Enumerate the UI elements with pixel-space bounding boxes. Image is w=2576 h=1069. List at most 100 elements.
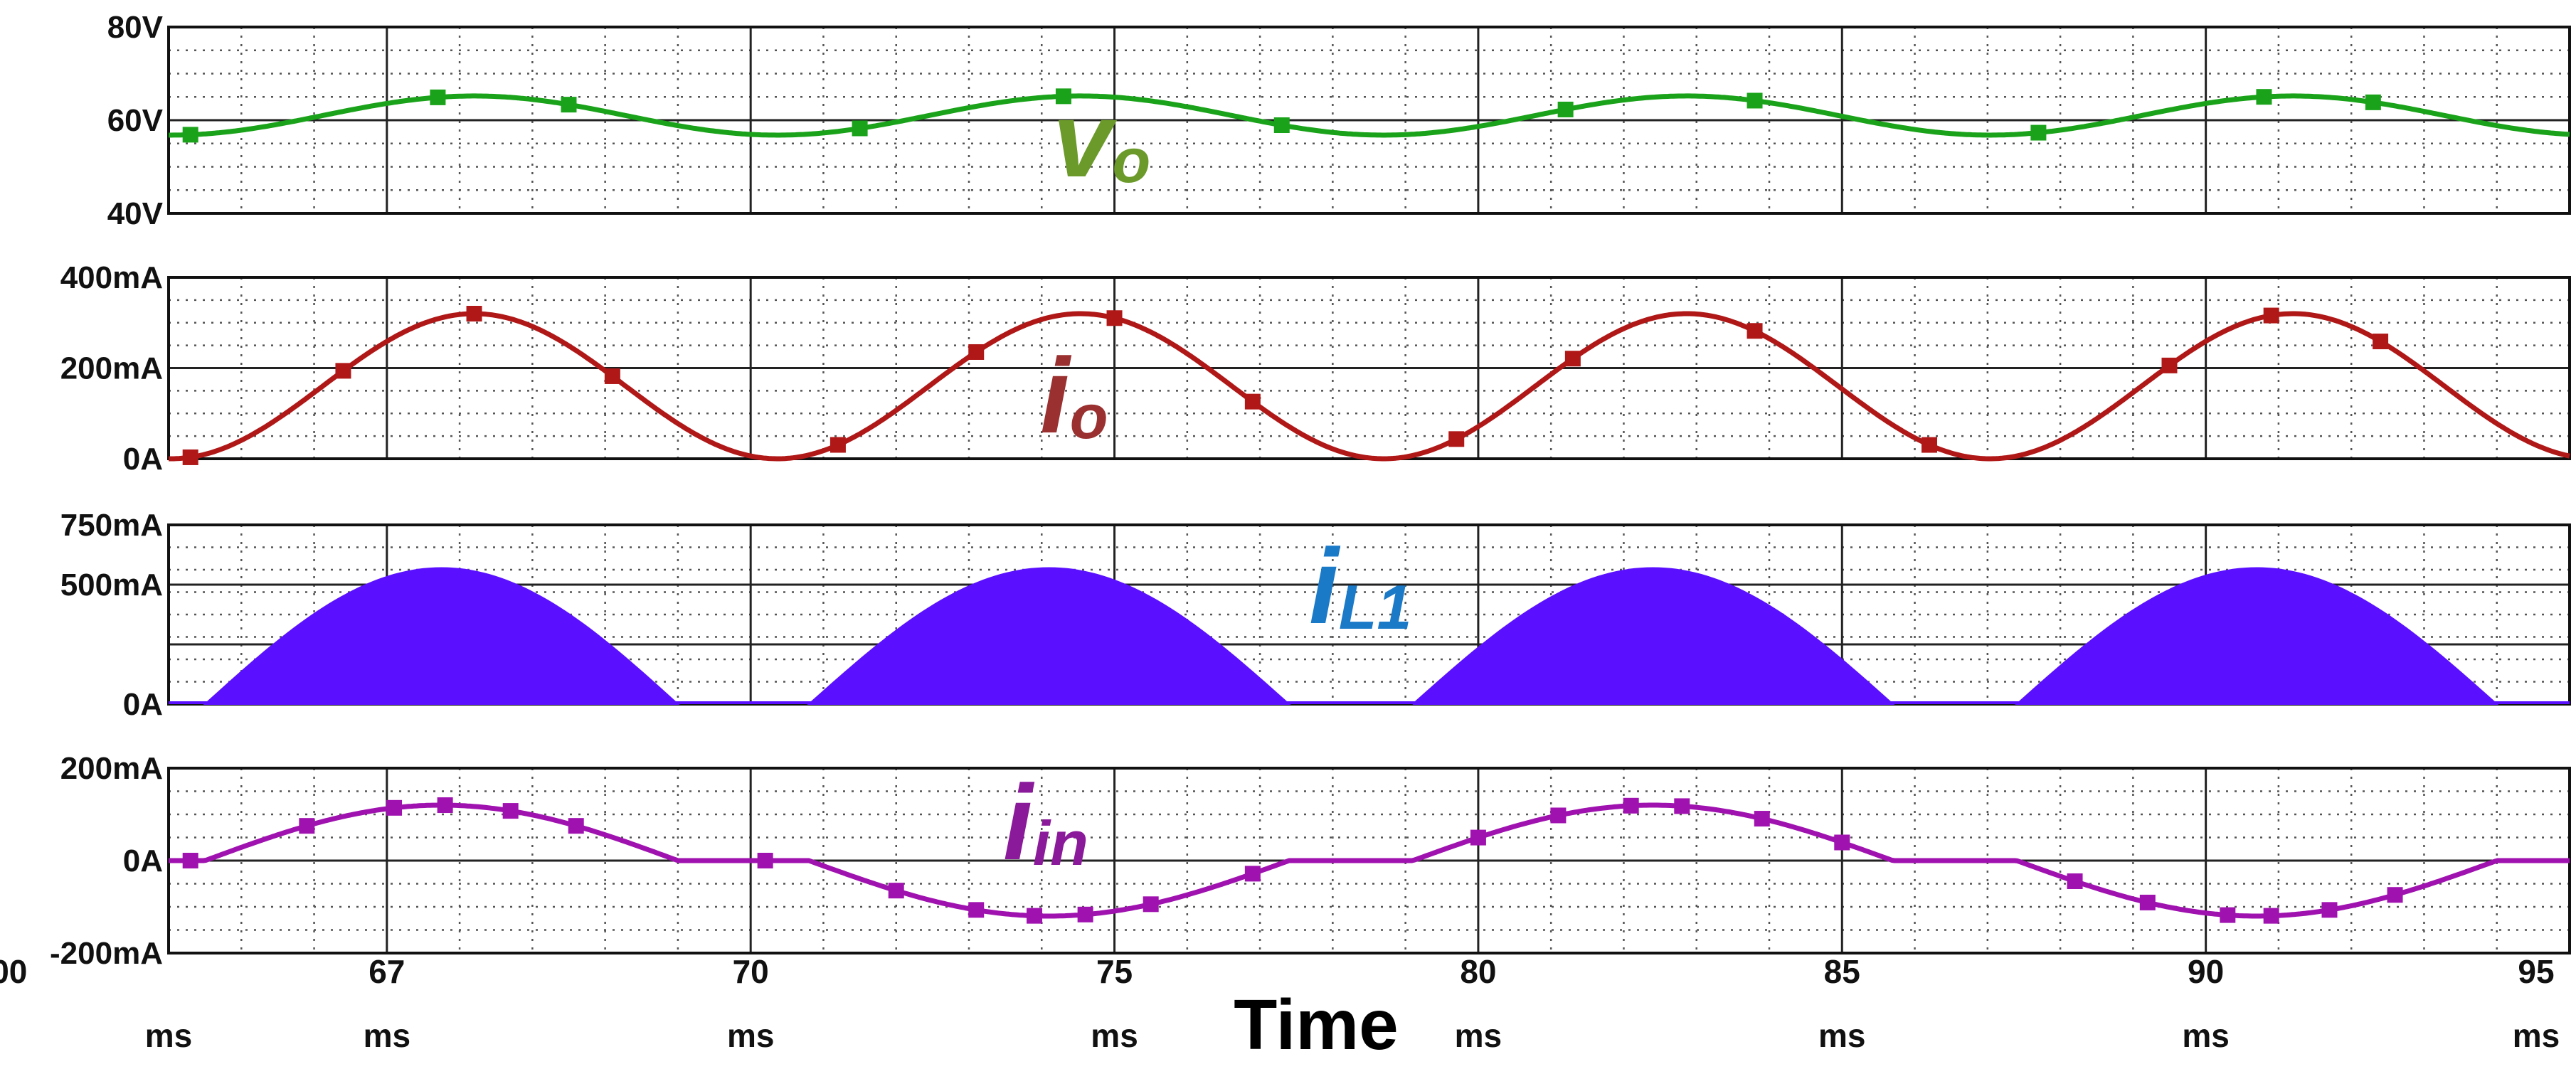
data-point	[1106, 310, 1123, 326]
data-point	[2067, 873, 2083, 889]
series-markers	[182, 797, 2403, 924]
x-unit-95: ms	[2182, 1017, 2229, 1054]
x-tick-85: 85	[1824, 953, 1860, 990]
envelope-pulse-3	[1412, 567, 1895, 705]
y-tick-label: 0A	[123, 844, 163, 878]
minor-grid	[169, 27, 2570, 213]
y-tick-label: 200mA	[60, 351, 163, 386]
data-point	[1470, 829, 1486, 846]
x-unit-85: ms	[1455, 1017, 1502, 1054]
data-point	[2263, 908, 2279, 924]
x-unit-80: ms	[1091, 1017, 1138, 1054]
signal-label-main: i	[1040, 336, 1072, 455]
x-unit-67: ms	[145, 1017, 192, 1054]
data-point	[1557, 101, 1574, 117]
data-point	[1623, 797, 1639, 814]
data-point	[1754, 811, 1770, 827]
panel-iL1: 0A 500mA 750mA iL1	[60, 508, 2571, 722]
y-tick-label: 40V	[107, 196, 164, 231]
signal-label-main: i	[1003, 762, 1035, 882]
data-point	[1922, 437, 1937, 453]
x-unit-100: ms	[2513, 1017, 2560, 1054]
y-tick-label: 80V	[107, 10, 164, 45]
x-axis-label: Time	[1234, 985, 1399, 1065]
series-line-io	[169, 311, 2570, 462]
data-point	[829, 437, 846, 453]
data-point	[888, 883, 904, 899]
plot-panels: 40V60V80Vvo0A200mA400mAio0A500mA750mAiL1…	[50, 10, 2571, 971]
data-point	[1747, 323, 1763, 339]
y-tick-label: 400mA	[60, 260, 163, 295]
data-point	[1273, 117, 1290, 134]
data-point	[2030, 124, 2047, 141]
signal-label-subscript: L1	[1339, 572, 1412, 642]
data-point	[466, 306, 482, 321]
data-point	[852, 120, 868, 137]
data-point	[430, 89, 446, 105]
envelope-pulse-1	[203, 567, 680, 705]
data-point	[1055, 88, 1071, 105]
y-tick-label: 60V	[107, 103, 164, 138]
major-grid	[169, 277, 2570, 459]
envelope-pulse-2	[807, 567, 1291, 705]
signal-label-subscript: in	[1033, 808, 1088, 878]
panel-iin: -200mA 0A 200mA iin	[50, 751, 2571, 971]
data-point	[604, 368, 620, 384]
y-tick-label: 500mA	[60, 568, 163, 602]
x-unit-70: ms	[364, 1017, 410, 1054]
data-point	[2256, 89, 2272, 105]
data-point	[1564, 351, 1581, 367]
data-point	[182, 449, 198, 465]
series-line-vo	[169, 93, 2570, 138]
signal-label-main: v	[1053, 80, 1118, 199]
data-point	[2373, 334, 2389, 350]
data-point	[568, 818, 584, 834]
data-point	[386, 799, 403, 816]
data-point	[1244, 393, 1261, 410]
data-point	[2220, 907, 2236, 923]
data-point	[561, 97, 577, 113]
data-point	[299, 818, 315, 834]
x-tick-67: 67	[369, 953, 405, 990]
data-point	[182, 127, 198, 143]
y-tick-label: 200mA	[60, 751, 163, 786]
signal-label-subscript: o	[1070, 381, 1108, 452]
signal-label-subscript: o	[1112, 125, 1150, 196]
series-markers	[182, 88, 2381, 143]
x-unit-90: ms	[1818, 1017, 1865, 1054]
data-point	[335, 363, 351, 379]
data-point	[1550, 807, 1567, 824]
signal-label-iin: iin	[1003, 762, 1088, 882]
panel-vo: 40V 60V 80V vo	[107, 10, 2571, 231]
data-point	[1143, 896, 1159, 913]
data-point	[968, 902, 985, 918]
data-point	[2321, 902, 2338, 918]
data-point	[182, 853, 198, 868]
data-point	[1244, 866, 1261, 882]
signal-label-io: io	[1040, 336, 1108, 455]
data-point	[502, 803, 519, 819]
x-tick-90: 90	[2188, 953, 2224, 990]
x-tick-75: 75	[1096, 953, 1133, 990]
x-tick-80: 80	[1460, 953, 1496, 990]
data-point	[2161, 357, 2178, 373]
data-point	[1834, 834, 1850, 851]
panel-frame	[167, 26, 2571, 215]
x-unit-75: ms	[727, 1017, 774, 1054]
data-point	[1027, 908, 1043, 924]
data-point	[2263, 307, 2279, 324]
data-point	[757, 853, 773, 868]
series-markers	[182, 306, 2389, 465]
data-point	[2365, 94, 2381, 110]
signal-label-iL1: iL1	[1309, 526, 1411, 646]
signal-label-main: i	[1309, 526, 1341, 646]
data-point	[968, 344, 985, 360]
data-point	[1674, 798, 1690, 814]
data-point	[1077, 906, 1093, 922]
x-tick-units: ms ms ms ms ms ms ms ms	[145, 1017, 2560, 1054]
signal-label-vo: vo	[1053, 80, 1150, 199]
x-tick-labels: 67 70 75 80 85 90 95 100	[0, 953, 2555, 990]
x-tick-70: 70	[733, 953, 769, 990]
x-tick-100: 100	[0, 953, 27, 990]
